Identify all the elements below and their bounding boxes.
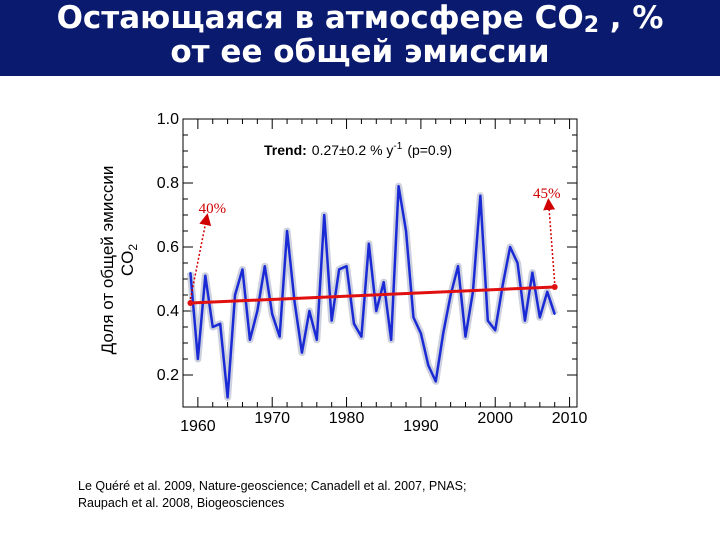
data-point [249, 339, 251, 341]
annotation-arrow [189, 213, 212, 300]
x-tick-labels: 1960 1970 1980 1990 2000 2010 [180, 410, 587, 435]
data-point [323, 214, 326, 216]
y-axis-label-co2-sub: 2 [126, 244, 140, 251]
data-point [464, 335, 467, 338]
data-point [479, 195, 482, 197]
data-point [382, 281, 385, 283]
data-point [345, 265, 348, 267]
x-tick-label: 1970 [254, 410, 290, 427]
data-point [271, 313, 274, 315]
trend-annotation: Trend: 0.27±0.2 % y-1 (p=0.9) [264, 141, 452, 158]
data-point [412, 316, 415, 319]
trend-line [190, 285, 555, 305]
data-point [219, 323, 221, 325]
y-tick-label: 1.0 [157, 111, 179, 128]
y-tick-label: 0.2 [157, 367, 179, 384]
data-point [494, 329, 497, 331]
slide-title-line-2: от ее общей эмиссии [170, 34, 550, 70]
data-point [516, 262, 519, 264]
series-group [186, 182, 559, 401]
data-point [241, 268, 244, 271]
title-subscript: 2 [583, 13, 599, 38]
data-point [234, 294, 236, 296]
x-tick-label: 1990 [403, 418, 439, 435]
data-point [553, 313, 556, 315]
data-point [509, 246, 511, 248]
data-point [189, 271, 192, 274]
y-tick-label: 0.8 [157, 175, 179, 192]
x-tick-label: 2010 [552, 410, 588, 427]
data-point [338, 268, 340, 271]
data-point [353, 323, 355, 325]
data-point [390, 339, 392, 341]
trend-endpoint [551, 284, 558, 290]
x-tick-label: 1960 [180, 418, 216, 435]
data-point [286, 230, 288, 232]
y-axis-label-co2: CO2 [118, 244, 140, 277]
source-citation: Le Quéré et al. 2009, Nature-geoscience;… [78, 479, 467, 510]
data-point [405, 230, 407, 232]
data-point [360, 335, 363, 338]
data-point [293, 300, 296, 303]
data-point [330, 319, 333, 322]
y-tick-labels: 1.0 0.8 0.6 0.4 0.2 [157, 111, 179, 384]
data-point [397, 185, 400, 187]
data-point [256, 310, 259, 312]
data-point [457, 265, 459, 267]
data-point [375, 310, 378, 312]
data-point [434, 380, 437, 383]
data-point [427, 364, 430, 367]
annotations-group: 40% 45% [189, 186, 561, 300]
data-point [316, 339, 318, 341]
airborne-fraction-line [189, 184, 556, 399]
data-point [546, 291, 549, 293]
data-point [539, 316, 541, 319]
data-point [263, 265, 266, 267]
data-point [449, 294, 452, 296]
data-point [278, 335, 281, 338]
x-tick-label: 1980 [329, 410, 365, 427]
data-point [197, 358, 199, 360]
data-point [301, 351, 303, 354]
data-point [501, 284, 504, 287]
annotation-label: 40% [199, 201, 227, 217]
x-tick-label: 2000 [477, 410, 513, 427]
y-tick-label: 0.4 [157, 303, 179, 320]
axis-ticks [183, 118, 577, 407]
data-point [524, 319, 526, 322]
data-point [486, 319, 489, 322]
title-bar: Остающаяся в атмосфере CO2 , % от ее общ… [0, 0, 720, 76]
data-point [211, 326, 214, 328]
trend-p-value: (p=0.9) [407, 142, 452, 158]
trend-exponent: -1 [393, 141, 402, 152]
trend-value: 0.27±0.2 % y [312, 142, 394, 158]
annotation-label: 45% [533, 186, 561, 202]
airborne-fraction-chart: 1.0 0.8 0.6 0.4 0.2 1960 1970 1980 1990 2000 2010… [98, 111, 587, 435]
y-axis-label: Доля от общей эмиссии [98, 166, 117, 355]
data-point [204, 275, 207, 277]
title-text: Остающаяся в атмосфере CO [56, 0, 584, 36]
y-axis-label-co2-text: CO [118, 251, 137, 277]
data-point [308, 310, 311, 312]
y-tick-label: 0.6 [157, 239, 179, 256]
title-unit: , % [599, 0, 664, 36]
trend-label: Trend: [264, 142, 307, 158]
data-point [531, 271, 534, 274]
annotation-arrow [543, 198, 556, 284]
data-point [368, 243, 370, 245]
data-point [442, 332, 444, 335]
trend-endpoint [187, 300, 194, 306]
data-point [226, 396, 229, 399]
data-point [420, 332, 422, 335]
slide-title-line-1: Остающаяся в атмосфере CO2 , % [0, 0, 720, 38]
